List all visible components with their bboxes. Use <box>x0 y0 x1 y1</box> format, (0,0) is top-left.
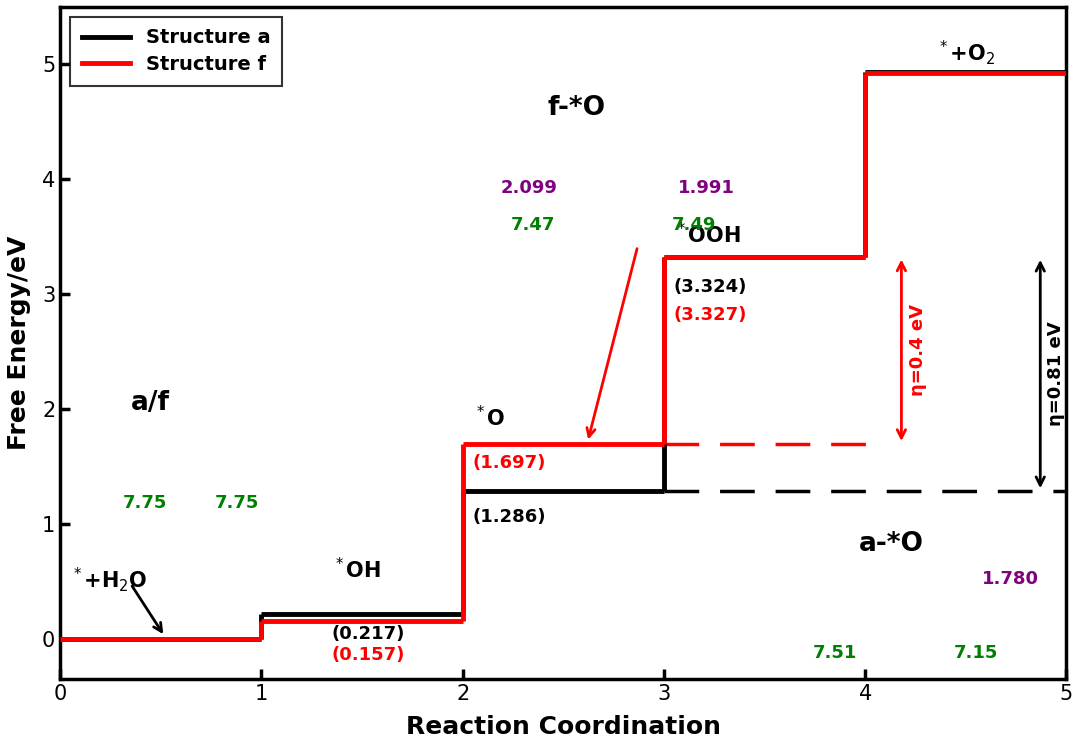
Text: $^*$OOH: $^*$OOH <box>674 222 741 247</box>
Text: $^*$O: $^*$O <box>473 404 505 430</box>
Text: 1.991: 1.991 <box>678 180 734 198</box>
Text: 7.75: 7.75 <box>215 495 259 513</box>
Text: 1.780: 1.780 <box>982 570 1039 588</box>
Text: 7.75: 7.75 <box>122 495 167 513</box>
Text: η=0.81 eV: η=0.81 eV <box>1048 322 1065 427</box>
Text: 7.49: 7.49 <box>672 216 716 234</box>
Text: (3.327): (3.327) <box>674 306 747 324</box>
Text: $^*$+O$_2$: $^*$+O$_2$ <box>935 39 995 67</box>
Text: (0.157): (0.157) <box>332 646 405 664</box>
Text: a/f: a/f <box>131 390 170 416</box>
Legend: Structure a, Structure f: Structure a, Structure f <box>70 16 282 86</box>
Text: (3.324): (3.324) <box>674 278 747 296</box>
Y-axis label: Free Energy/eV: Free Energy/eV <box>6 236 31 450</box>
Text: 2.099: 2.099 <box>500 180 557 198</box>
X-axis label: Reaction Coordination: Reaction Coordination <box>406 715 720 739</box>
Text: $^*$OH: $^*$OH <box>332 557 381 583</box>
Text: (1.697): (1.697) <box>473 454 546 472</box>
Text: 7.15: 7.15 <box>954 644 998 662</box>
Text: (0.217): (0.217) <box>332 625 405 643</box>
Text: 7.47: 7.47 <box>511 216 555 234</box>
Text: 7.51: 7.51 <box>813 644 858 662</box>
Text: f-*O: f-*O <box>548 95 605 121</box>
Text: $^*$+H$_2$O: $^*$+H$_2$O <box>70 565 148 594</box>
Text: a-*O: a-*O <box>860 530 924 557</box>
Text: (1.286): (1.286) <box>473 508 546 526</box>
Text: η=0.4 eV: η=0.4 eV <box>908 304 927 396</box>
